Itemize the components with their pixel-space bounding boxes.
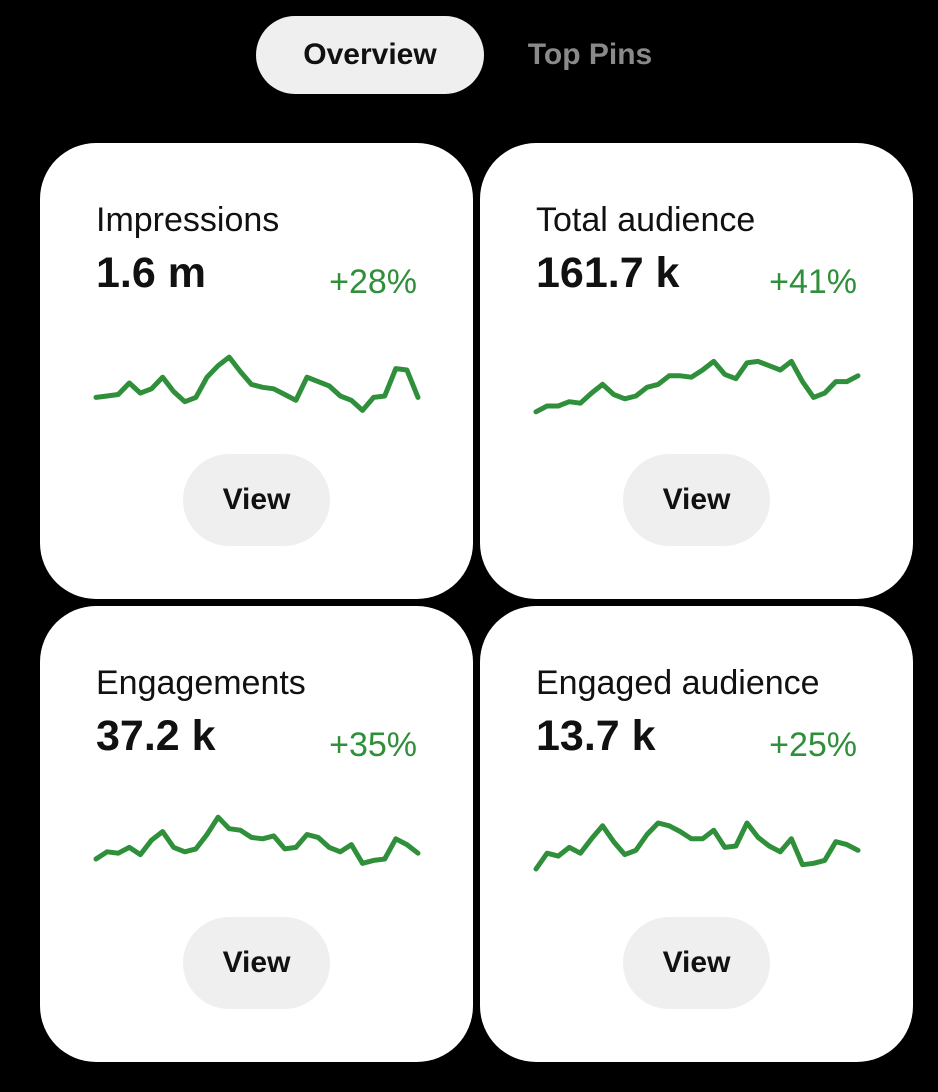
metric-value: 13.7 k bbox=[536, 712, 656, 760]
tab-top-pins[interactable]: Top Pins bbox=[527, 38, 653, 71]
view-button[interactable]: View bbox=[623, 454, 770, 546]
view-button[interactable]: View bbox=[183, 917, 330, 1009]
tab-bar: Overview Top Pins bbox=[0, 16, 938, 94]
metric-change: +28% bbox=[329, 263, 417, 301]
metric-value: 1.6 m bbox=[96, 249, 206, 297]
sparkline-series bbox=[93, 814, 421, 866]
sparkline-series bbox=[93, 354, 421, 413]
view-button[interactable]: View bbox=[623, 917, 770, 1009]
metric-value: 37.2 k bbox=[96, 712, 216, 760]
sparkline-chart bbox=[93, 354, 421, 413]
metric-value: 161.7 k bbox=[536, 249, 680, 297]
metric-card-total-audience: Total audience 161.7 k +41% View bbox=[480, 143, 913, 599]
metric-card-engagements: Engagements 37.2 k +35% View bbox=[40, 606, 473, 1062]
sparkline-series bbox=[533, 820, 861, 872]
metric-card-engaged-audience: Engaged audience 13.7 k +25% View bbox=[480, 606, 913, 1062]
metric-change: +35% bbox=[329, 726, 417, 764]
tab-overview[interactable]: Overview bbox=[256, 16, 484, 94]
metric-label: Impressions bbox=[96, 201, 280, 239]
metric-change: +25% bbox=[769, 726, 857, 764]
sparkline-chart bbox=[533, 820, 861, 872]
metric-change: +41% bbox=[769, 263, 857, 301]
sparkline-series bbox=[533, 358, 861, 415]
sparkline-chart bbox=[533, 358, 861, 415]
view-button[interactable]: View bbox=[183, 454, 330, 546]
metric-card-impressions: Impressions 1.6 m +28% View bbox=[40, 143, 473, 599]
metric-label: Engagements bbox=[96, 664, 306, 702]
metric-label: Engaged audience bbox=[536, 664, 820, 702]
sparkline-chart bbox=[93, 814, 421, 866]
metric-label: Total audience bbox=[536, 201, 756, 239]
